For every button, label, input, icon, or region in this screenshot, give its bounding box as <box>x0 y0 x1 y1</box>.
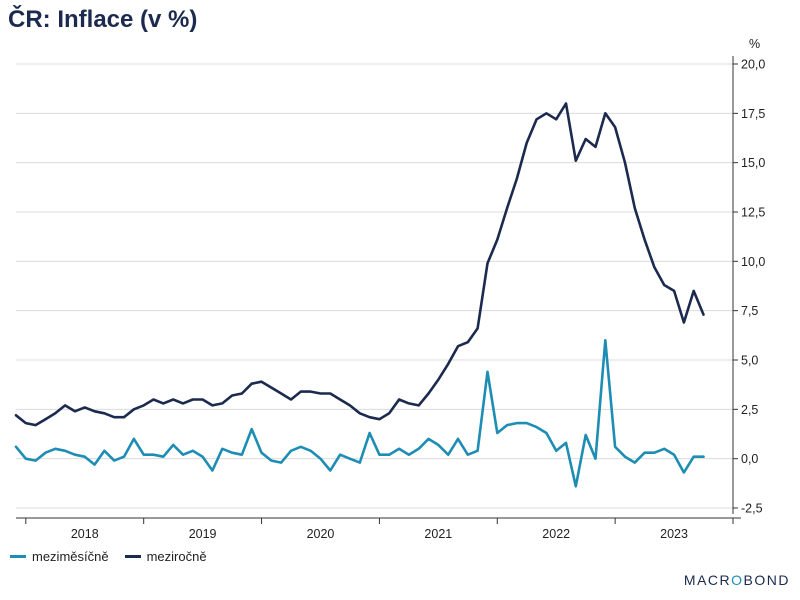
y-tick-label: 17,5 <box>741 107 765 121</box>
y-tick-label: 15,0 <box>741 156 765 170</box>
x-tick-label: 2023 <box>660 527 688 541</box>
x-tick-label: 2019 <box>189 527 217 541</box>
x-tick-label: 2022 <box>542 527 570 541</box>
series-line-yoy <box>14 102 705 427</box>
chart-title: ČR: Inflace (v %) <box>8 6 198 33</box>
y-tick-label: -2,5 <box>741 502 763 516</box>
x-tick-label: 2018 <box>71 527 99 541</box>
series-line-mom <box>14 338 705 488</box>
y-tick-label: 12,5 <box>741 206 765 220</box>
legend-swatch-mom <box>10 555 26 558</box>
x-tick-label: 2021 <box>424 527 452 541</box>
y-tick-label: 20,0 <box>741 58 765 72</box>
y-tick-label: 7,5 <box>741 304 758 318</box>
y-axis: -2,5 0,0 2,5 5,0 7,5 10,0 12,5 15,0 17,5 20,0% <box>732 37 765 516</box>
legend-swatch-yoy <box>124 555 141 558</box>
y-tick-label: 0,0 <box>741 452 758 466</box>
y-tick-label: 10,0 <box>741 255 765 269</box>
x-tick-label: 2020 <box>307 527 335 541</box>
y-unit-label: % <box>749 37 760 51</box>
brand-logo: MACROBOND <box>683 572 790 588</box>
y-tick-label: 2,5 <box>741 403 758 417</box>
y-tick-label: 5,0 <box>741 354 758 368</box>
x-axis: 2018 2019 2020 2021 2022 2023 <box>16 517 741 541</box>
legend-item-yoy: meziročně <box>124 549 207 564</box>
legend-label-yoy: meziročně <box>146 549 207 564</box>
legend: meziměsíčně meziročně <box>10 549 207 564</box>
legend-label-mom: meziměsíčně <box>32 549 109 564</box>
series-lines <box>14 102 705 488</box>
legend-item-mom: meziměsíčně <box>10 549 109 564</box>
